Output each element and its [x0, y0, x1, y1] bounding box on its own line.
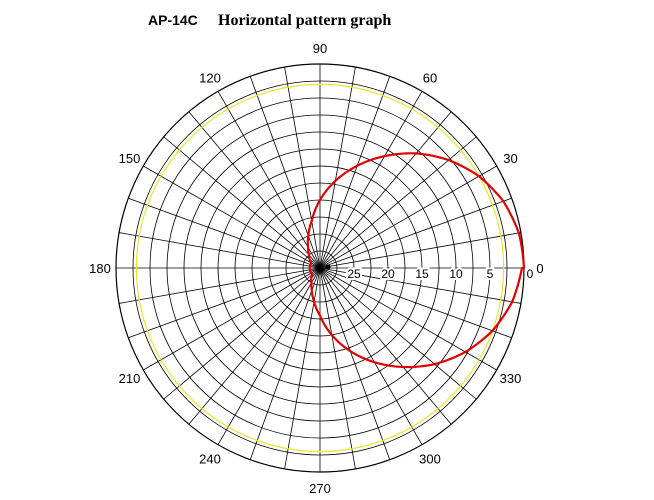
- radial-label-0: 0: [527, 267, 534, 281]
- series-point: [415, 152, 418, 155]
- chart-title: Horizontal pattern graph: [218, 12, 391, 29]
- grid-spoke: [319, 111, 452, 269]
- grid-spoke: [188, 111, 321, 269]
- series-point: [309, 265, 311, 268]
- grid-spoke: [128, 197, 321, 269]
- grid-spoke: [143, 267, 321, 371]
- angle-label-120: 120: [199, 71, 221, 86]
- grid-spoke: [319, 267, 497, 371]
- grid-spoke: [319, 267, 452, 425]
- series-point: [309, 268, 311, 271]
- grid-spoke: [119, 232, 321, 269]
- series-point: [383, 155, 386, 158]
- series-point: [334, 180, 337, 182]
- series-point: [308, 258, 311, 261]
- angle-label-150: 150: [119, 151, 141, 166]
- angle-label-240: 240: [199, 452, 221, 467]
- grid-spoke: [319, 267, 512, 339]
- series-point: [310, 277, 313, 280]
- reference-ring-circle: [135, 83, 505, 453]
- series-point: [307, 235, 310, 237]
- grid-spoke: [319, 267, 356, 469]
- angle-label-60: 60: [423, 71, 437, 86]
- series-point: [433, 363, 436, 366]
- series-point: [356, 164, 359, 167]
- angle-label-30: 30: [503, 151, 517, 166]
- grid-spoke: [319, 67, 356, 269]
- series-point: [478, 175, 480, 178]
- series-point: [310, 262, 313, 264]
- angle-label-180: 180: [89, 261, 111, 276]
- series-point: [313, 300, 315, 303]
- angle-label-330: 330: [500, 371, 522, 386]
- grid-spoke: [319, 76, 391, 269]
- angle-label-90: 90: [313, 41, 327, 56]
- angle-label-300: 300: [419, 452, 441, 467]
- series-point: [447, 159, 450, 161]
- angle-label-210: 210: [119, 371, 141, 386]
- grid-spoke: [284, 67, 321, 269]
- grid-spoke: [128, 267, 321, 339]
- series-point: [491, 329, 494, 332]
- grid-spoke: [319, 91, 423, 269]
- grid-spoke: [217, 91, 321, 269]
- grid-spoke: [143, 165, 321, 269]
- radial-label-25: 25: [347, 267, 361, 281]
- series-point: [308, 254, 310, 256]
- grid-spoke: [319, 267, 477, 400]
- series-point: [502, 200, 505, 203]
- grid-spoke: [319, 267, 521, 304]
- series-point: [517, 232, 520, 234]
- grid-spoke: [163, 136, 321, 269]
- series-point: [402, 366, 404, 368]
- grid-spoke: [319, 267, 391, 460]
- radial-label-20: 20: [381, 267, 395, 281]
- radial-label-5: 5: [487, 267, 494, 281]
- reference-ring: [135, 83, 505, 453]
- grid-spoke: [319, 232, 521, 269]
- series-point: [330, 334, 333, 336]
- series-point: [511, 300, 514, 303]
- grid-spoke: [217, 267, 321, 445]
- series-point: [319, 199, 321, 201]
- series-point: [308, 267, 311, 269]
- center-marker: [325, 264, 331, 270]
- series-point: [349, 350, 352, 352]
- series-point: [310, 289, 313, 292]
- series-point: [307, 246, 309, 249]
- grid-spoke: [163, 267, 321, 400]
- chart-title-prefix: AP-14C: [148, 12, 198, 28]
- series-point: [309, 270, 312, 273]
- angle-label-0: 0: [536, 261, 543, 276]
- grid-spoke: [188, 267, 321, 425]
- angle-label-270: 270: [309, 481, 331, 496]
- series-point: [464, 351, 467, 353]
- grid-spoke: [319, 197, 512, 269]
- series-point: [319, 314, 321, 317]
- grid-spokes: [116, 64, 524, 472]
- grid-spoke: [319, 267, 423, 445]
- series-point: [310, 272, 313, 274]
- series-point: [309, 263, 312, 266]
- series-layer: [306, 152, 526, 369]
- grid-spoke: [119, 267, 321, 304]
- series-point: [310, 281, 313, 284]
- radial-label-10: 10: [449, 267, 463, 281]
- grid-spoke: [319, 165, 497, 269]
- grid-spoke: [249, 267, 321, 460]
- grid-spoke: [319, 136, 477, 269]
- radial-label-15: 15: [415, 267, 429, 281]
- series-point: [310, 220, 313, 223]
- series-point: [311, 273, 314, 276]
- series-point: [523, 267, 525, 269]
- series-point: [373, 361, 376, 364]
- radial-labels: 0 5 10 15 20 25: [345, 265, 535, 283]
